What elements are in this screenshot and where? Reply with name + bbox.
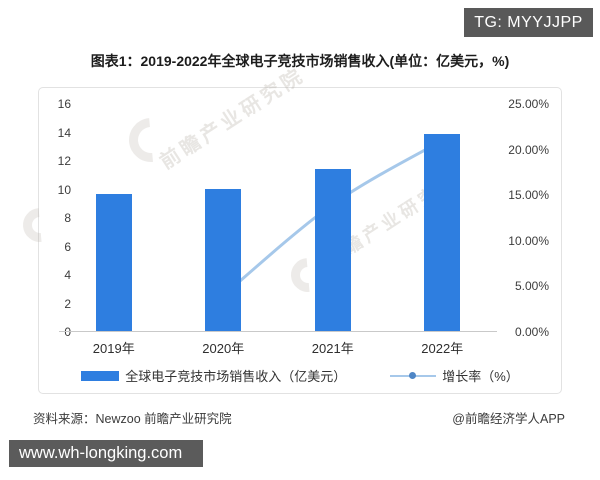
y-tick-right: 25.00% xyxy=(508,97,549,111)
footer-url: www.wh-longking.com xyxy=(19,444,183,462)
legend-item-revenue: 全球电子竞技市场销售收入（亿美元） xyxy=(81,366,346,385)
y-tick-left: 16 xyxy=(57,97,71,111)
y-tick-left: 6 xyxy=(64,239,71,254)
legend-line-swatch-icon xyxy=(390,371,437,381)
legend: 全球电子竞技市场销售收入（亿美元） 增长率（%） xyxy=(39,366,561,385)
source-text: 资料来源：Newzoo 前瞻产业研究院 xyxy=(33,412,232,426)
legend-bar-swatch-icon xyxy=(81,370,120,381)
chart-panel: 前瞻产业研究院 前瞻产业研究院 16 14 12 10 8 6 4 2 0 25.00% 20.0… xyxy=(16,64,562,394)
source-row: 资料来源：Newzoo 前瞻产业研究院 @前瞻经济学人APP xyxy=(33,408,565,427)
plot-area xyxy=(59,104,497,332)
y-tick-left: 4 xyxy=(64,268,71,282)
y-tick-left: 10 xyxy=(57,182,71,197)
y-tick-left: 0 xyxy=(64,325,71,339)
legend-bar-label: 全球电子竞技市场销售收入（亿美元） xyxy=(125,369,347,384)
footer-bar: www.wh-longking.com xyxy=(9,440,203,467)
y-tick-left: 14 xyxy=(57,125,71,140)
y-tick-left: 8 xyxy=(64,211,71,225)
x-tick: 2021年 xyxy=(311,341,354,356)
tg-contact-badge: TG: MYYJJPP xyxy=(464,8,593,37)
revenue-bar xyxy=(205,188,242,331)
y-tick-right: 10.00% xyxy=(508,233,549,248)
x-tick: 2022年 xyxy=(421,341,464,356)
chart-title: 图表1：2019-2022年全球电子竞技市场销售收入(单位：亿美元，%) xyxy=(90,53,510,69)
legend-item-growth: 增长率（%） xyxy=(390,366,519,385)
y-tick-left: 12 xyxy=(57,154,71,168)
y-tick-right: 15.00% xyxy=(508,188,549,203)
y-tick-right: 20.00% xyxy=(508,142,549,157)
revenue-bar xyxy=(314,168,351,331)
y-tick-left: 2 xyxy=(64,296,71,311)
y-axis-left: 16 14 12 10 8 6 4 2 0 xyxy=(41,97,71,339)
x-tick: 2020年 xyxy=(202,341,245,356)
revenue-bar xyxy=(95,194,132,331)
legend-line-label: 增长率（%） xyxy=(442,369,519,384)
y-tick-right: 0.00% xyxy=(514,325,549,339)
x-axis-labels: 2019年 2020年 2021年 2022年 xyxy=(59,338,497,356)
credit-text: @前瞻经济学人APP xyxy=(452,412,565,426)
y-tick-right: 5.00% xyxy=(514,279,549,294)
revenue-bar xyxy=(424,134,461,331)
y-axis-right: 25.00% 20.00% 15.00% 10.00% 5.00% 0.00% xyxy=(501,97,551,339)
x-tick: 2019年 xyxy=(92,341,135,356)
